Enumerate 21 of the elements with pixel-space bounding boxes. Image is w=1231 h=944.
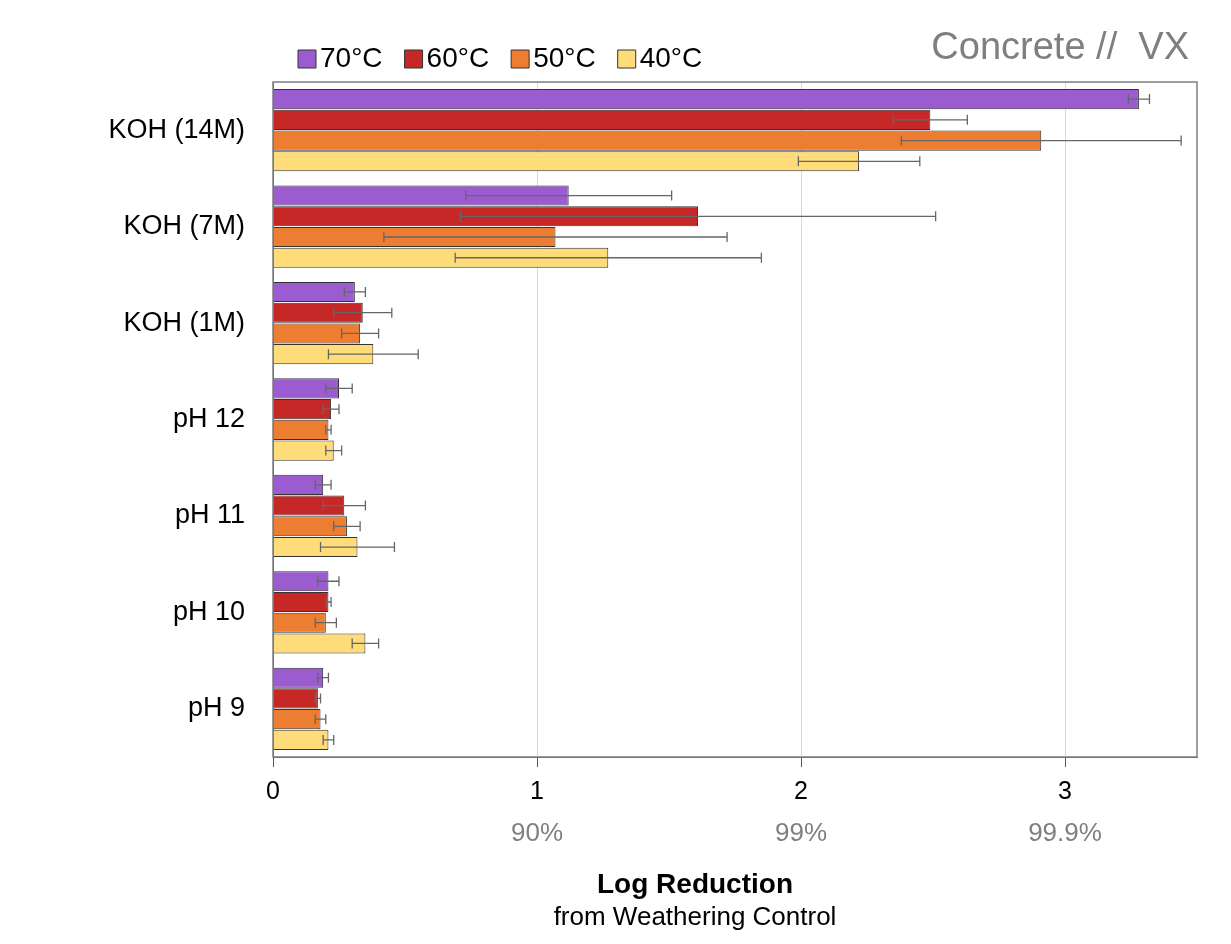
y-tick-label: KOH (7M) <box>123 210 245 241</box>
text: 90% <box>510 817 564 848</box>
y-tick-label: pH 11 <box>174 499 245 530</box>
text: 99.9% <box>1028 817 1102 848</box>
legend-label: 70°C <box>320 41 383 73</box>
text: from Weathering Control <box>553 901 837 932</box>
y-tick-label: pH 9 <box>187 692 245 723</box>
chart-title: Concrete // VX <box>931 25 1189 68</box>
legend-label: 60°C <box>426 41 490 73</box>
x-tick-label: 2 <box>794 775 808 804</box>
text: 99% <box>774 817 828 848</box>
y-tick-label: pH 12 <box>172 402 245 433</box>
x-tick-label: 0 <box>266 775 280 804</box>
x-axis-title: Log Reduction <box>597 867 793 899</box>
legend-label: 40°C <box>639 41 703 73</box>
y-tick-label: KOH (14M) <box>108 113 245 144</box>
x-tick-label: 3 <box>1058 775 1072 804</box>
y-tick-label: KOH (1M) <box>123 306 245 337</box>
legend-label: 50°C <box>533 41 596 73</box>
x-tick-label: 1 <box>530 775 544 804</box>
y-tick-label: pH 10 <box>172 595 245 626</box>
